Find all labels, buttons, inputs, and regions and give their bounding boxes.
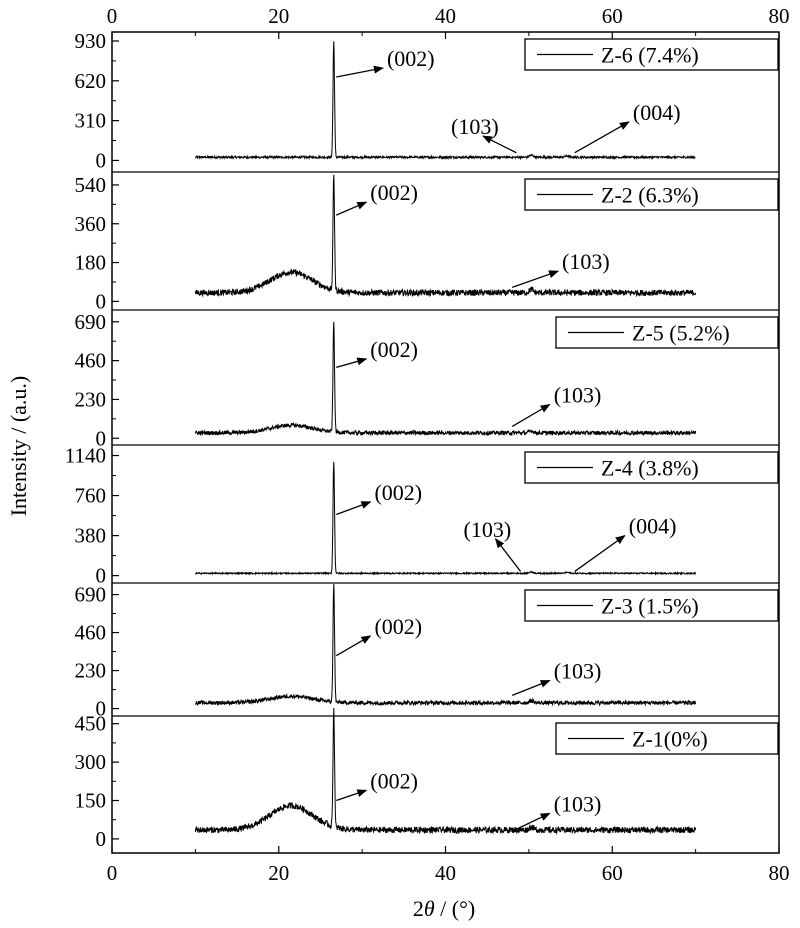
annotation-label-panel-4: (002) <box>374 480 422 505</box>
y-tick-label-panel-2: 180 <box>75 251 107 275</box>
legend-label-panel-6: Z-1(0%) <box>632 727 708 752</box>
annotation-label-panel-5: (002) <box>374 614 422 639</box>
y-tick-label-panel-4: 760 <box>75 484 107 508</box>
x-tick-label-bottom: 20 <box>268 861 289 885</box>
x-tick-label-bottom: 0 <box>107 861 118 885</box>
y-tick-label-panel-4: 0 <box>96 564 107 588</box>
annotation-label-panel-3: (103) <box>554 383 602 408</box>
y-tick-label-panel-6: 150 <box>75 789 107 813</box>
legend-label-panel-1: Z-6 (7.4%) <box>601 43 699 68</box>
x-axis-title-suffix: / (°) <box>435 896 476 921</box>
annotation-arrow-panel-4 <box>336 501 372 516</box>
x-tick-label-top: 0 <box>107 4 118 28</box>
frame-layer: 0 0 20 20 40 40 60 60 80 80 <box>107 4 790 885</box>
y-tick-label-panel-5: 0 <box>96 697 107 721</box>
y-tick-label-panel-6: 300 <box>75 750 107 774</box>
x-tick-label-top: 60 <box>602 4 623 28</box>
x-tick-label-top: 40 <box>435 4 456 28</box>
annotation-label-panel-1: (002) <box>387 46 435 71</box>
y-axis-title: Intensity / (a.u.) <box>6 376 31 517</box>
legend-label-panel-2: Z-2 (6.3%) <box>601 183 699 208</box>
y-tick-label-panel-3: 460 <box>75 349 107 373</box>
series-line-panel-4 <box>194 461 696 576</box>
legend-label-panel-3: Z-5 (5.2%) <box>632 321 730 346</box>
annotation-arrow-panel-4 <box>574 535 626 572</box>
y-tick-label-panel-2: 540 <box>75 173 107 197</box>
annotation-label-panel-6: (103) <box>554 791 602 816</box>
annotation-arrow-panel-1 <box>482 135 517 154</box>
x-axis-title: 2θ / (°) <box>413 896 475 921</box>
panels-layer: 0 310 620 930 Z-6 (7.4%) (002) (103) (004) 0 180 3… <box>65 29 779 851</box>
panel-3: 0 230 460 690 Z-5 (5.2%) (002) (103) <box>75 310 779 450</box>
annotation-arrow-panel-2 <box>336 201 368 216</box>
y-tick-label-panel-5: 690 <box>75 583 107 607</box>
y-tick-label-panel-1: 310 <box>75 109 107 133</box>
y-tick-label-panel-2: 0 <box>96 289 107 313</box>
panel-4: 0 380 760 1140 Z-4 (3.8%) (002) (103) (004) <box>65 444 779 588</box>
annotation-arrow-panel-1 <box>574 121 630 154</box>
y-tick-label-panel-1: 620 <box>75 69 107 93</box>
y-tick-label-panel-2: 360 <box>75 212 107 236</box>
annotation-arrow-panel-6 <box>511 812 551 832</box>
annotation-arrow-panel-3 <box>511 403 551 427</box>
panel-1: 0 310 620 930 Z-6 (7.4%) (002) (103) (004) <box>75 29 779 172</box>
legend-label-panel-4: Z-4 (3.8%) <box>601 456 699 481</box>
annotation-label-panel-1: (103) <box>451 114 499 139</box>
x-tick-label-bottom: 60 <box>602 861 623 885</box>
annotation-label-panel-4: (004) <box>629 514 677 539</box>
legend-label-panel-5: Z-3 (1.5%) <box>601 594 699 619</box>
y-tick-label-panel-6: 0 <box>96 827 107 851</box>
y-tick-label-panel-1: 930 <box>75 29 107 53</box>
y-tick-label-panel-1: 0 <box>96 148 107 172</box>
annotation-label-panel-5: (103) <box>554 658 602 683</box>
x-tick-label-bottom: 80 <box>769 861 790 885</box>
annotation-arrow-panel-6 <box>336 789 368 802</box>
y-tick-label-panel-4: 380 <box>75 524 107 548</box>
annotation-arrow-panel-2 <box>511 270 559 288</box>
series-line-panel-2 <box>194 174 697 298</box>
annotation-label-panel-2: (002) <box>370 180 418 205</box>
x-axis-title-prefix: 2 <box>413 896 424 921</box>
annotation-arrow-panel-3 <box>336 357 368 369</box>
series-line-panel-3 <box>194 321 697 437</box>
y-tick-label-panel-3: 690 <box>75 310 107 334</box>
x-tick-label-top: 20 <box>268 4 289 28</box>
y-tick-label-panel-3: 0 <box>96 426 107 450</box>
annotation-label-panel-1: (004) <box>633 100 681 125</box>
x-tick-label-top: 80 <box>769 4 790 28</box>
series-line-panel-5 <box>194 583 697 707</box>
series-line-panel-6 <box>194 707 697 835</box>
y-tick-label-panel-3: 230 <box>75 387 107 411</box>
annotation-label-panel-2: (103) <box>562 249 610 274</box>
annotation-arrow-panel-5 <box>511 679 551 696</box>
series-line-panel-1 <box>194 41 696 161</box>
y-tick-label-panel-6: 450 <box>75 712 107 736</box>
y-tick-label-panel-5: 230 <box>75 659 107 683</box>
annotation-arrow-panel-5 <box>335 635 372 657</box>
panel-5: 0 230 460 690 Z-3 (1.5%) (002) (103) <box>75 583 779 721</box>
annotation-label-panel-3: (002) <box>370 337 418 362</box>
annotation-arrow-panel-1 <box>336 65 384 78</box>
y-tick-label-panel-5: 460 <box>75 621 107 645</box>
x-tick-label-bottom: 40 <box>435 861 456 885</box>
annotation-arrow-panel-4 <box>494 537 522 572</box>
annotation-label-panel-4: (103) <box>464 517 512 542</box>
panel-2: 0 180 360 540 Z-2 (6.3%) (002) (103) <box>75 173 779 313</box>
x-axis-title-theta: θ <box>424 896 435 921</box>
annotation-label-panel-6: (002) <box>370 768 418 793</box>
y-tick-label-panel-4: 1140 <box>65 444 106 468</box>
panel-6: 0 150 300 450 Z-1(0%) (002) (103) <box>75 707 779 851</box>
